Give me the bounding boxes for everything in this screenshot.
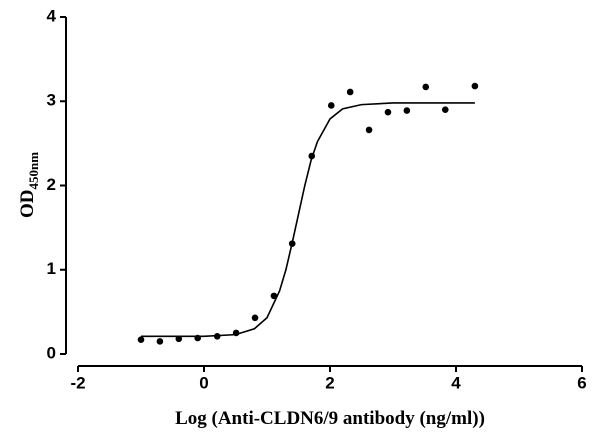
- y-axis-label-main: OD: [17, 190, 38, 219]
- data-point: [156, 338, 164, 345]
- y-tick-label: 2: [47, 175, 56, 194]
- fit-curve: [141, 102, 475, 338]
- data-point: [327, 102, 335, 109]
- data-point: [441, 106, 449, 113]
- data-point: [137, 336, 145, 343]
- data-point: [175, 335, 183, 343]
- data-point: [422, 83, 430, 91]
- data-point: [346, 88, 354, 96]
- data-point: [365, 126, 373, 134]
- data-point: [251, 314, 259, 322]
- data-point: [384, 108, 392, 116]
- data-point: [471, 82, 479, 90]
- y-tick-label: 3: [47, 91, 56, 110]
- y-tick-label: 4: [47, 6, 57, 25]
- x-tick-label: 2: [325, 373, 334, 392]
- x-tick-label: -2: [70, 373, 85, 392]
- x-tick-label: 6: [577, 373, 586, 392]
- y-axis-label: OD450nm: [17, 152, 41, 218]
- y-tick-label: 0: [47, 343, 56, 362]
- y-tick-label: 1: [47, 259, 56, 278]
- x-tick-label: 0: [199, 373, 208, 392]
- x-tick-label: 4: [451, 373, 461, 392]
- y-axis-label-sub: 450nm: [26, 152, 41, 190]
- data-point: [403, 107, 411, 114]
- data-point: [270, 292, 278, 300]
- x-axis-label: Log (Anti-CLDN6/9 antibody (ng/ml)): [175, 408, 485, 429]
